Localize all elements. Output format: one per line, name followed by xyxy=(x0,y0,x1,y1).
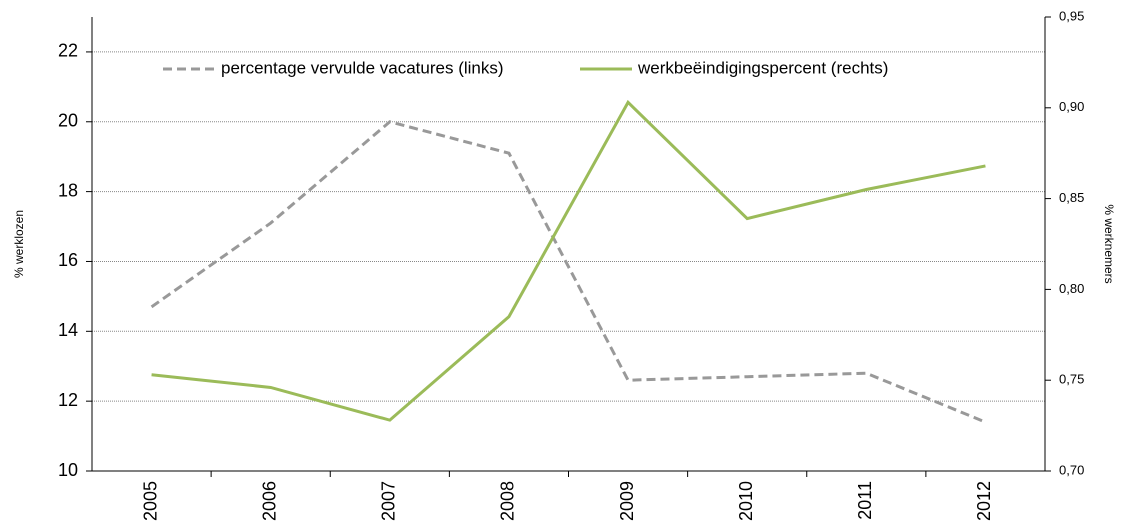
y2-tick-label: 0,95 xyxy=(1059,8,1084,23)
y2-tick-label: 0,80 xyxy=(1059,281,1084,296)
y2-tick-label: 0,90 xyxy=(1059,99,1084,114)
y-tick-label: 22 xyxy=(58,41,78,61)
series-line xyxy=(151,99,986,422)
x-tick-label: 2009 xyxy=(617,481,637,521)
y-tick-label: 14 xyxy=(58,320,78,340)
x-tick-label: 2010 xyxy=(736,481,756,521)
x-tick-label: 2011 xyxy=(855,481,875,520)
legend-label: percentage vervulde vacatures (links) xyxy=(221,58,504,77)
y-tick-label: 12 xyxy=(58,390,78,410)
y-tick-label: 18 xyxy=(58,180,78,200)
y-tick-label: 16 xyxy=(58,250,78,270)
y2-axis-label: % werknemers xyxy=(1102,204,1116,283)
x-tick-label: 2007 xyxy=(379,481,399,521)
y2-tick-label: 0,70 xyxy=(1059,462,1084,477)
y2-tick-label: 0,75 xyxy=(1059,372,1084,387)
y-tick-label: 20 xyxy=(58,111,78,131)
legend-label: werkbeëindigingspercent (rechts) xyxy=(637,58,888,77)
y2-tick-label: 0,85 xyxy=(1059,190,1084,205)
x-tick-label: 2005 xyxy=(140,481,160,521)
y-tick-label: 10 xyxy=(58,460,78,480)
x-tick-label: 2008 xyxy=(498,481,518,521)
y-axis-label: % werklozen xyxy=(12,210,26,278)
series-line xyxy=(150,120,987,424)
x-tick-label: 2006 xyxy=(259,481,279,521)
x-tick-label: 2012 xyxy=(974,481,994,521)
